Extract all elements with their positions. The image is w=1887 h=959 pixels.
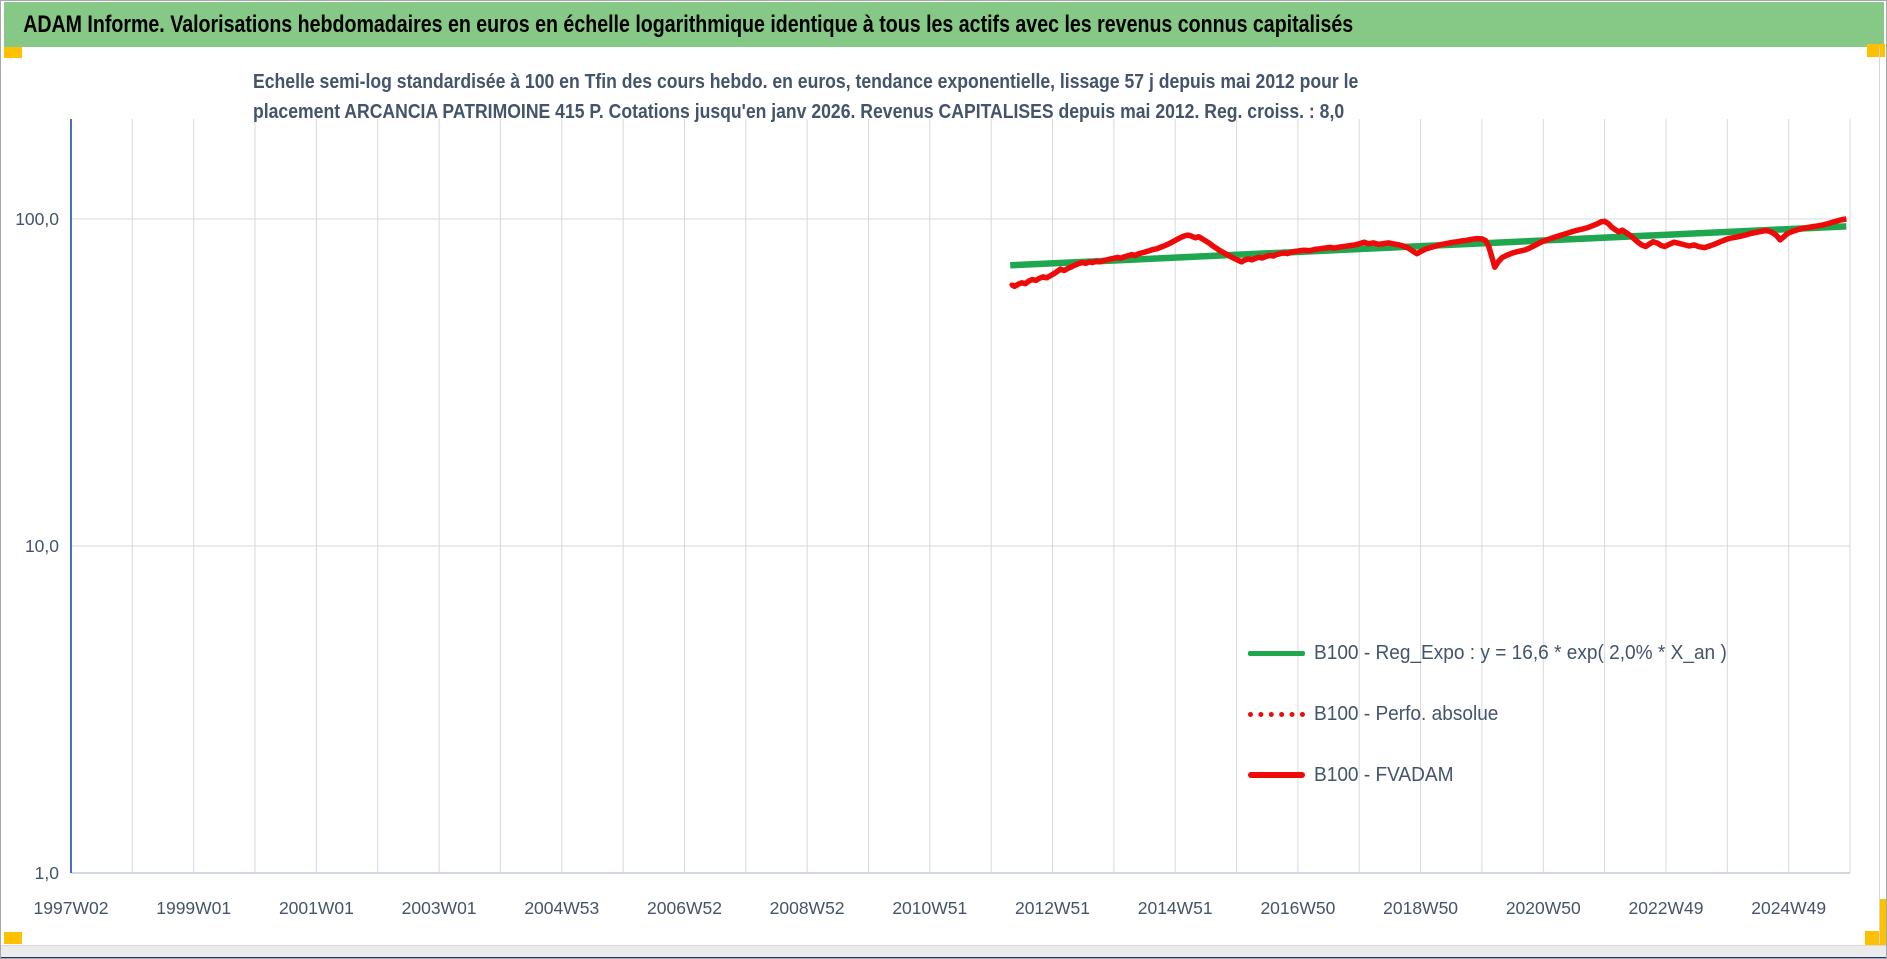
legend-label: B100 - Reg_Expo : y = 16,6 * exp( 2,0% *… (1314, 641, 1727, 664)
page-break-marker-top-right (1867, 44, 1885, 57)
red-line-swatch-icon (1248, 772, 1305, 778)
page-right-border (1879, 47, 1880, 944)
x-tick-label: 1997W02 (34, 898, 109, 918)
x-tick-label: 2003W01 (402, 898, 477, 918)
footer-strip (1, 945, 1886, 957)
y-tick-label: 100,0 (15, 209, 59, 229)
x-tick-label: 2004W53 (524, 898, 599, 918)
chart-title: Echelle semi-log standardisée à 100 en T… (253, 67, 1359, 127)
header-bar: ADAM Informe. Valorisations hebdomadaire… (4, 2, 1884, 47)
page-break-marker-bottom-right (1865, 931, 1886, 946)
x-tick-label: 2006W52 (647, 898, 722, 918)
x-tick-label: 2010W51 (892, 898, 967, 918)
chart-title-line1: Echelle semi-log standardisée à 100 en T… (253, 71, 1359, 93)
series-line-2 (1010, 216, 1847, 290)
x-tick-label: 2022W49 (1629, 898, 1704, 918)
page-title: ADAM Informe. Valorisations hebdomadaire… (23, 11, 1354, 38)
green-line-swatch-icon (1248, 650, 1305, 656)
x-tick-label: 1999W01 (156, 898, 231, 918)
page-break-marker-top-left (4, 47, 22, 58)
legend-item-perfo-absolue: B100 - Perfo. absolue (1248, 694, 1758, 734)
x-tick-label: 2018W50 (1383, 898, 1458, 918)
bottom-border-bar (1, 957, 1886, 958)
x-tick-label: 2001W01 (279, 898, 354, 918)
x-tick-label: 2014W51 (1138, 898, 1213, 918)
legend-label: B100 - FVADAM (1314, 763, 1454, 786)
chart-legend: B100 - Reg_Expo : y = 16,6 * exp( 2,0% *… (1248, 633, 1758, 816)
x-tick-label: 2008W52 (770, 898, 845, 918)
x-tick-label: 2024W49 (1751, 898, 1826, 918)
legend-item-reg-expo: B100 - Reg_Expo : y = 16,6 * exp( 2,0% *… (1248, 633, 1758, 673)
page-break-marker-right-edge (1879, 899, 1886, 946)
page-break-marker-bottom-left (4, 932, 22, 944)
legend-label: B100 - Perfo. absolue (1314, 702, 1499, 725)
x-tick-label: 2016W50 (1260, 898, 1335, 918)
x-tick-label: 2020W50 (1506, 898, 1581, 918)
x-tick-label: 2012W51 (1015, 898, 1090, 918)
red-dotted-line-swatch-icon (1248, 711, 1305, 717)
y-tick-label: 10,0 (25, 536, 59, 556)
y-tick-label: 1,0 (35, 863, 60, 883)
chart-title-line2: placement ARCANCIA PATRIMOINE 415 P. Cot… (253, 101, 1345, 123)
legend-item-fvadam: B100 - FVADAM (1248, 755, 1758, 795)
